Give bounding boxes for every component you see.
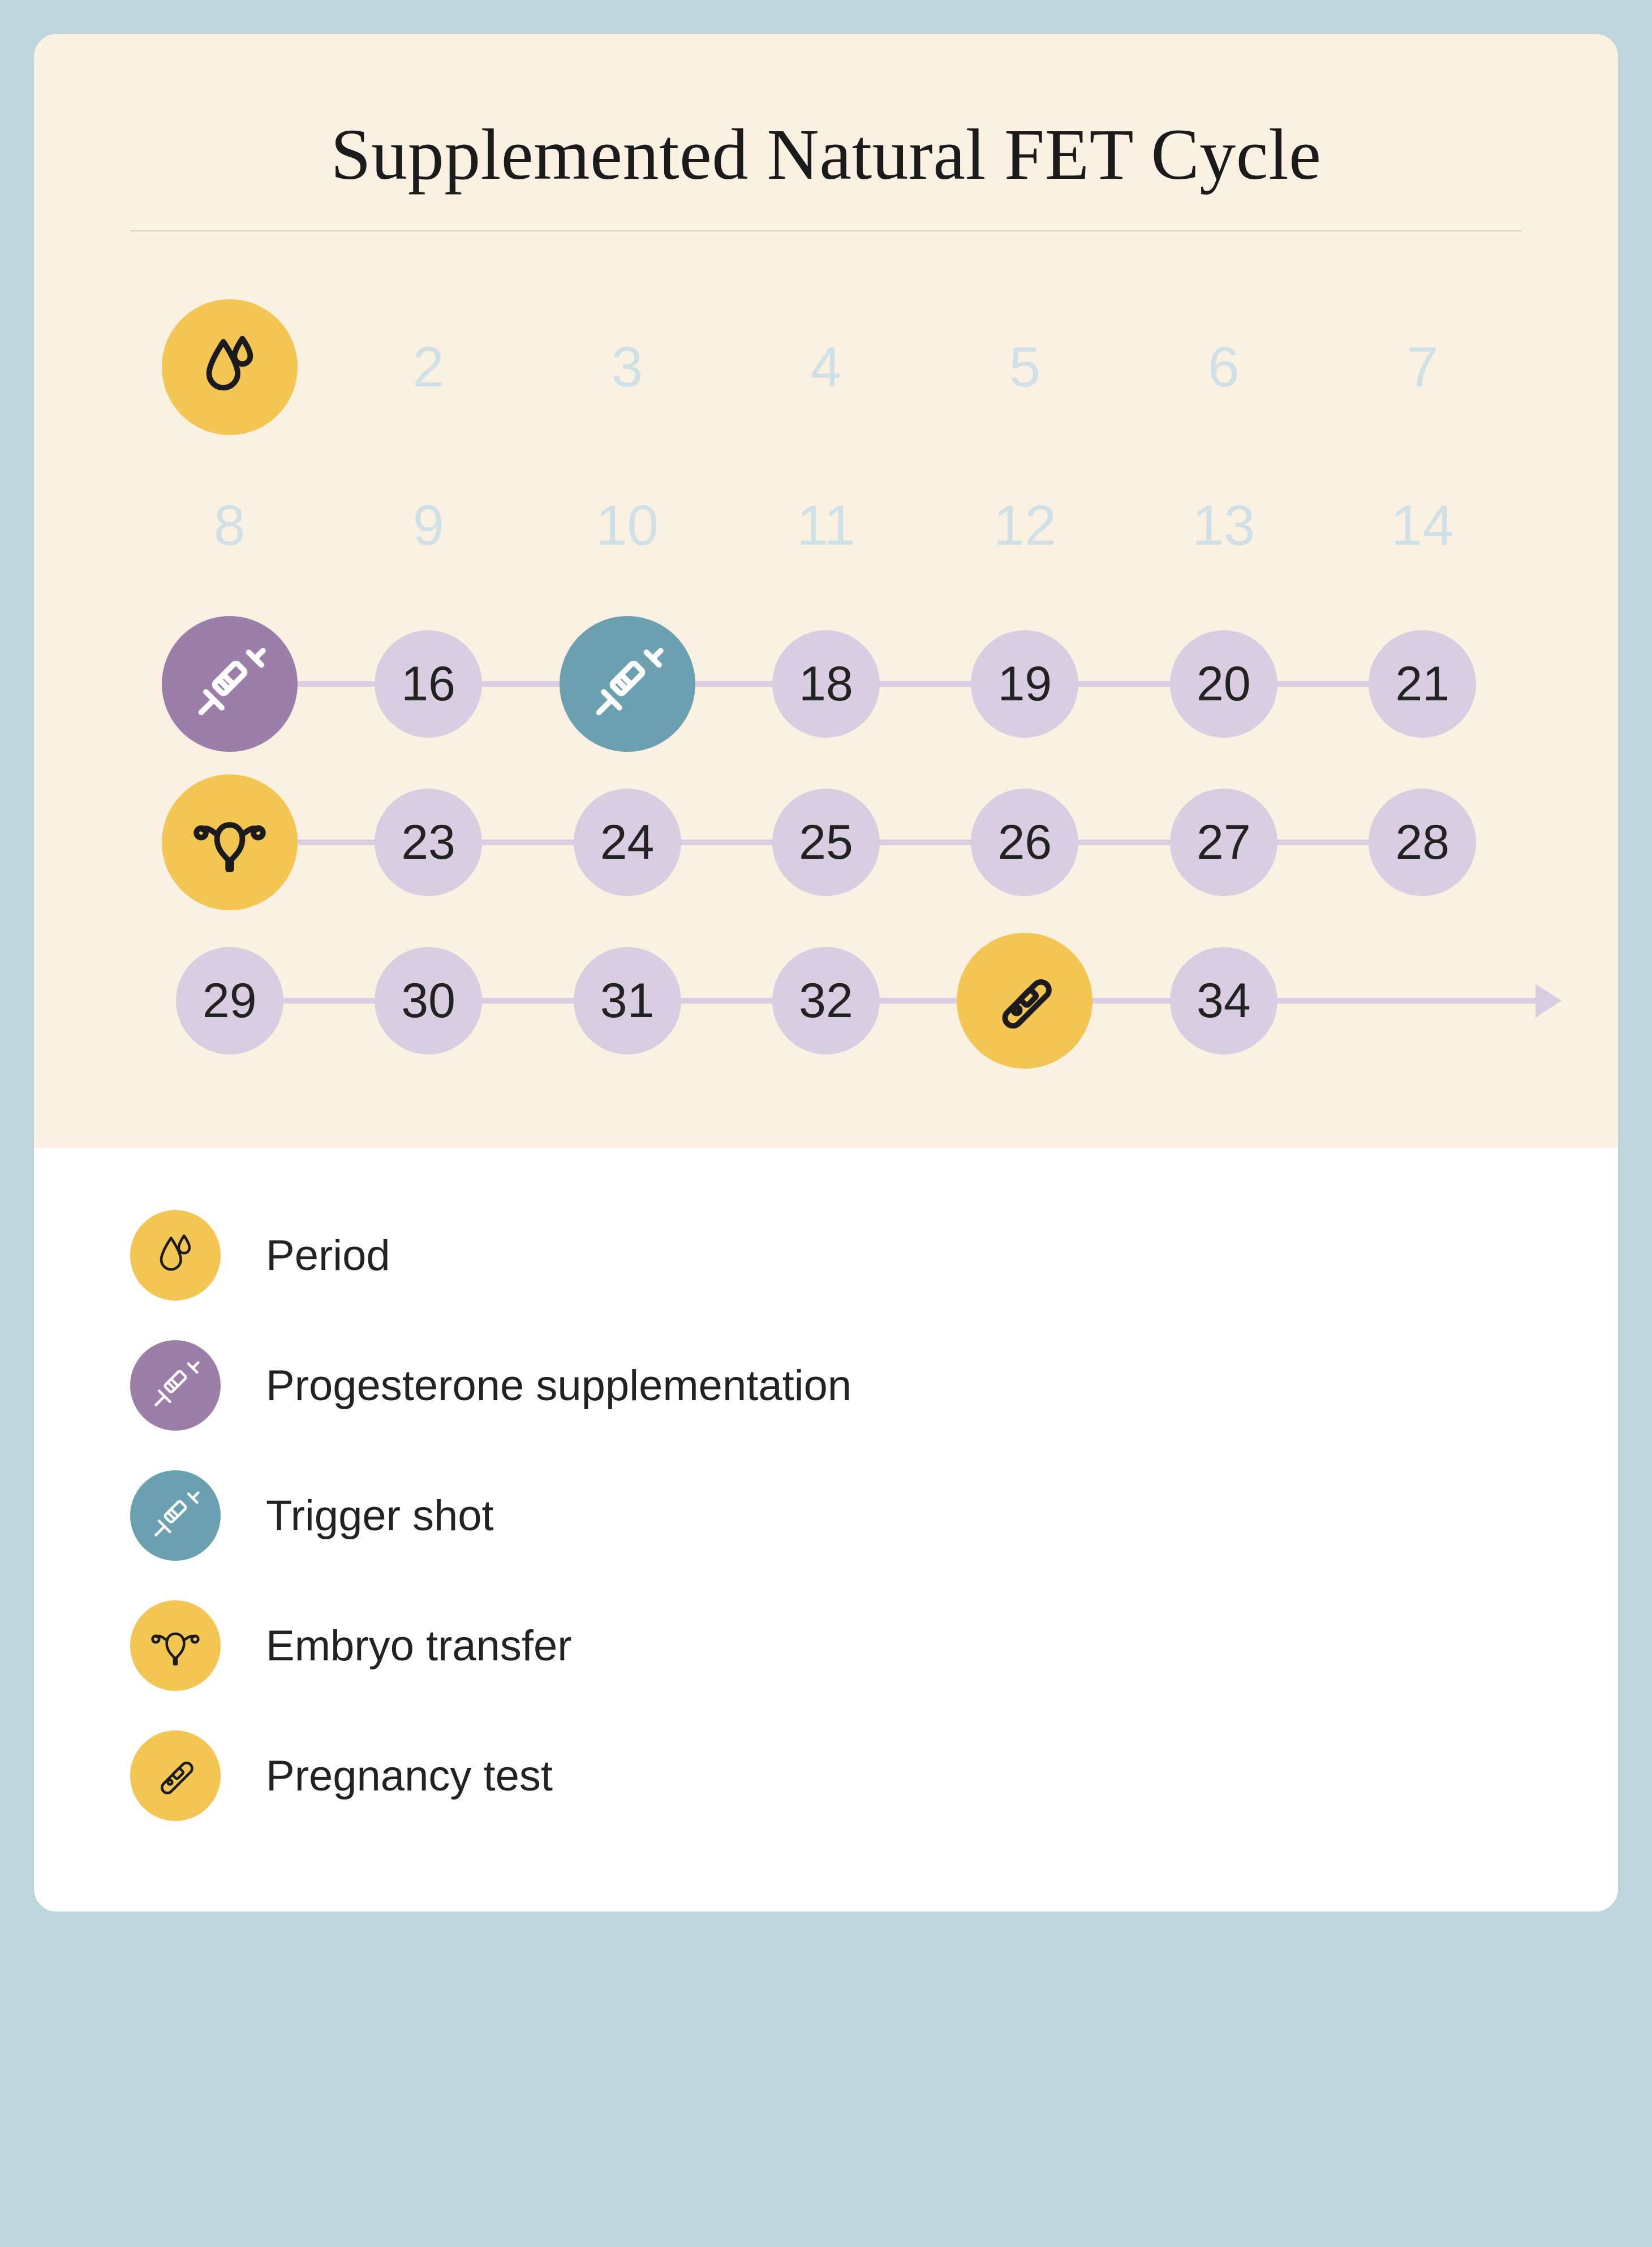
calendar-panel: Supplemented Natural FET Cycle 234567891… — [34, 34, 1618, 1148]
legend-label: Progesterone supplementation — [266, 1361, 851, 1410]
calendar-grid: 234567891011121314 16 18192021 — [130, 288, 1522, 1080]
faded-day-number: 2 — [412, 335, 444, 400]
day-circle: 24 — [574, 789, 681, 896]
day-number: 25 — [799, 815, 853, 871]
legend-label: Pregnancy test — [266, 1751, 553, 1801]
faded-day-number: 7 — [1406, 335, 1438, 400]
day-number: 23 — [401, 815, 455, 871]
uterus-icon — [162, 774, 298, 910]
page-title: Supplemented Natural FET Cycle — [130, 113, 1522, 196]
day-circle: 30 — [375, 947, 482, 1054]
day-number: 27 — [1197, 815, 1251, 871]
legend-row: Pregnancy test — [130, 1731, 1522, 1821]
calendar-cell: 21 — [1323, 605, 1522, 763]
day-circle: 25 — [772, 789, 880, 896]
title-divider — [130, 230, 1522, 231]
day-circle: 27 — [1170, 789, 1277, 896]
calendar-cell: 8 — [130, 446, 329, 605]
test-icon — [130, 1731, 221, 1821]
day-circle: 19 — [971, 630, 1078, 738]
day-number: 26 — [998, 815, 1052, 871]
day-number: 18 — [799, 656, 853, 712]
day-circle: 29 — [176, 947, 283, 1054]
day-number: 32 — [799, 973, 853, 1029]
day-circle: 28 — [1369, 789, 1476, 896]
calendar-cell: 11 — [726, 446, 925, 605]
uterus-icon — [130, 1600, 221, 1691]
day-circle: 26 — [971, 789, 1078, 896]
calendar-cell: 9 — [329, 446, 527, 605]
calendar-cell: 13 — [1124, 446, 1323, 605]
calendar-cell — [130, 288, 329, 446]
legend-label: Trigger shot — [266, 1491, 494, 1540]
day-number: 19 — [998, 656, 1052, 712]
infographic-card: Supplemented Natural FET Cycle 234567891… — [34, 34, 1618, 1912]
day-number: 29 — [203, 973, 257, 1029]
drops-icon — [130, 1210, 221, 1301]
legend-row: Embryo transfer — [130, 1600, 1522, 1691]
day-number: 28 — [1395, 815, 1449, 871]
calendar-cell: 4 — [726, 288, 925, 446]
faded-day-number: 6 — [1208, 335, 1240, 400]
syringe-icon — [130, 1340, 221, 1431]
syringe-icon — [130, 1470, 221, 1561]
faded-day-number: 8 — [214, 493, 246, 558]
day-circle: 32 — [772, 947, 880, 1054]
legend-row: Period — [130, 1210, 1522, 1301]
day-circle: 23 — [375, 789, 482, 896]
arrow-icon — [1535, 984, 1561, 1018]
calendar-cell — [1323, 922, 1522, 1080]
drops-icon — [162, 299, 298, 435]
day-number: 30 — [401, 973, 455, 1029]
faded-day-number: 13 — [1192, 493, 1255, 558]
day-number: 24 — [600, 815, 655, 871]
calendar-cell: 5 — [926, 288, 1124, 446]
faded-day-number: 3 — [612, 335, 643, 400]
day-circle: 21 — [1369, 630, 1476, 738]
day-number: 31 — [600, 973, 655, 1029]
day-circle: 20 — [1170, 630, 1277, 738]
calendar-cell: 7 — [1323, 288, 1522, 446]
faded-day-number: 14 — [1391, 493, 1454, 558]
legend-row: Trigger shot — [130, 1470, 1522, 1561]
calendar-cell: 3 — [528, 288, 726, 446]
calendar-cell: 10 — [528, 446, 726, 605]
legend-label: Period — [266, 1231, 390, 1280]
day-circle: 16 — [375, 630, 482, 738]
calendar-cell: 28 — [1323, 763, 1522, 922]
legend-panel: Period Progesterone supplementation Tr — [34, 1148, 1618, 1912]
day-number: 34 — [1197, 973, 1251, 1029]
faded-day-number: 5 — [1009, 335, 1041, 400]
day-number: 16 — [401, 656, 455, 712]
calendar-cell: 2 — [329, 288, 527, 446]
test-icon — [957, 933, 1092, 1069]
calendar-cell: 12 — [926, 446, 1124, 605]
syringe-icon — [560, 616, 695, 752]
day-number: 20 — [1197, 656, 1251, 712]
syringe-icon — [162, 616, 298, 752]
faded-day-number: 4 — [810, 335, 842, 400]
legend-label: Embryo transfer — [266, 1621, 572, 1671]
faded-day-number: 9 — [412, 493, 444, 558]
faded-day-number: 12 — [993, 493, 1056, 558]
calendar-cell: 14 — [1323, 446, 1522, 605]
faded-day-number: 10 — [596, 493, 659, 558]
day-number: 21 — [1395, 656, 1449, 712]
legend-row: Progesterone supplementation — [130, 1340, 1522, 1431]
day-circle: 18 — [772, 630, 880, 738]
faded-day-number: 11 — [797, 493, 855, 558]
calendar-cell: 6 — [1124, 288, 1323, 446]
day-circle: 34 — [1170, 947, 1277, 1054]
day-circle: 31 — [574, 947, 681, 1054]
